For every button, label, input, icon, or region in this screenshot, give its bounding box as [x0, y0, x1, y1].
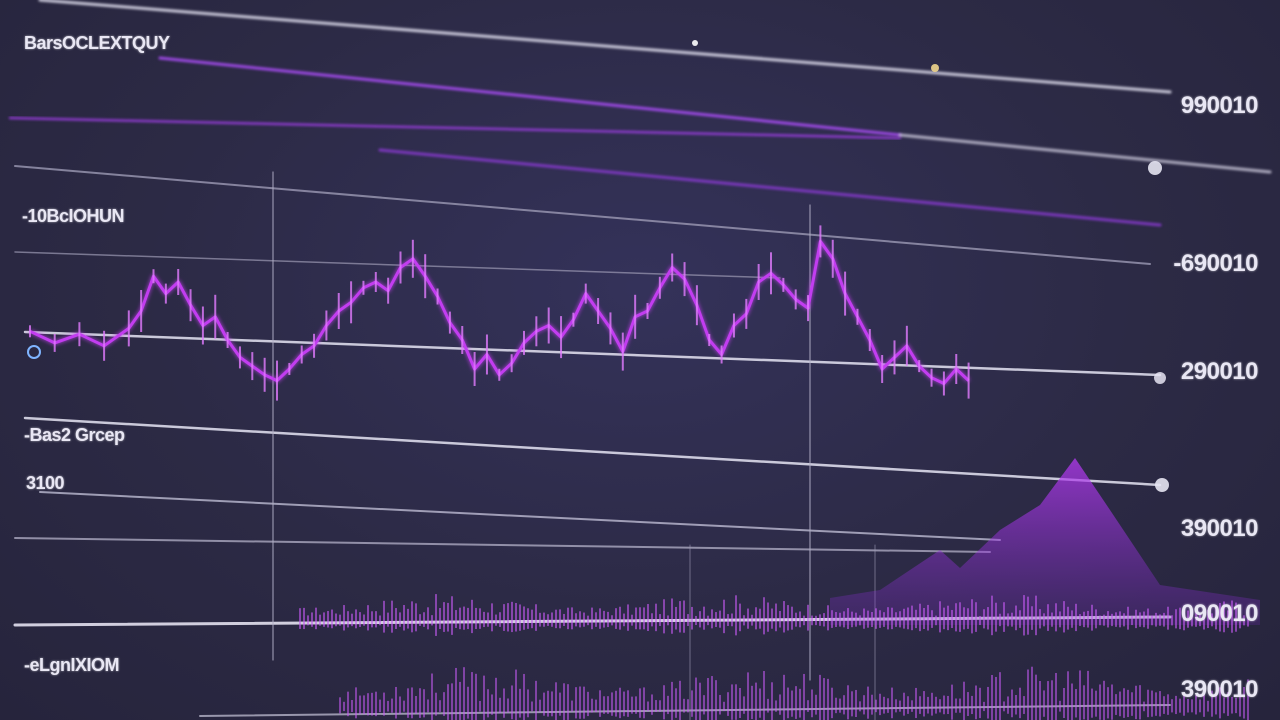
- guide-line: [14, 165, 1151, 265]
- right-label: 990010: [1180, 92, 1259, 119]
- guide-line: [38, 0, 1172, 94]
- line-marker: [1148, 161, 1162, 175]
- line-marker: [1154, 372, 1166, 384]
- volume-area: [830, 458, 1260, 625]
- guide-line: [8, 116, 902, 140]
- left-label: 3100: [26, 473, 65, 493]
- left-label: BarsOCLEXTQUY: [24, 33, 170, 53]
- guide-line: [14, 251, 781, 279]
- guide-line: [23, 416, 1162, 487]
- right-label: -690010: [1173, 250, 1258, 277]
- line-marker: [931, 64, 939, 72]
- line-markers: [27, 40, 1169, 492]
- line-marker: [27, 345, 41, 359]
- guide-line: [378, 148, 1162, 227]
- line-marker: [1155, 478, 1169, 492]
- volume-bars-bottom: [339, 666, 1249, 720]
- left-label: -eLgnIXIOM: [24, 655, 120, 675]
- line-marker: [692, 40, 698, 46]
- guide-line: [158, 56, 902, 137]
- right-label: 390010: [1180, 676, 1259, 703]
- guide-line: [39, 491, 1001, 541]
- series-layer: [29, 225, 970, 401]
- guide-line: [23, 330, 1162, 377]
- guide-line: [898, 133, 1272, 174]
- right-label: 090010: [1180, 600, 1259, 627]
- right-label: 390010: [1180, 515, 1259, 542]
- left-label: -Bas2 Grcep: [24, 425, 125, 445]
- left-label: -10BcIOHUN: [22, 206, 125, 226]
- right-label: 290010: [1180, 358, 1259, 385]
- volume-bars: [299, 594, 1249, 636]
- guide-line: [14, 537, 991, 553]
